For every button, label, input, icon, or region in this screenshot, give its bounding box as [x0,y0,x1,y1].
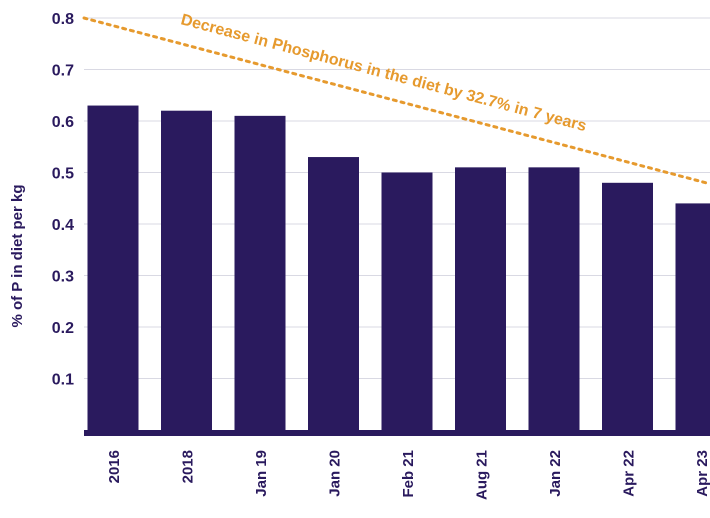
x-tick-label: Aug 21 [474,450,491,500]
bar [161,111,212,430]
bar [602,183,653,430]
x-tick-label: 2016 [106,450,123,483]
x-tick-label: Jan 22 [547,450,564,497]
bar [88,106,139,430]
y-tick-label: 0.3 [52,269,74,286]
x-axis-baseline [84,430,710,436]
x-tick-label: Apr 22 [621,450,638,497]
bar [455,167,506,430]
y-tick-label: 0.2 [52,320,74,337]
y-tick-label: 0.5 [52,166,74,183]
y-tick-label: 0.4 [52,217,74,234]
bars [88,106,710,430]
x-tick-label: Apr 23 [694,450,710,497]
bar [308,157,359,430]
y-axis-label: % of P in diet per kg [9,184,26,327]
x-tick-label: Feb 21 [400,450,417,498]
bar [529,167,580,430]
bar [382,173,433,431]
x-tick-label: 2018 [180,450,197,483]
x-tick-labels: 2016 2018 Jan 19 Jan 20 Feb 21 Aug 21 Jan 22 Ap… [106,450,710,500]
y-tick-label: 0.6 [52,114,74,131]
y-tick-label: 0.7 [52,63,74,80]
baseline [84,430,710,436]
bar [235,116,286,430]
x-tick-label: Jan 20 [327,450,344,497]
y-tick-label: 0.8 [52,11,74,28]
x-tick-label: Jan 19 [253,450,270,497]
y-tick-label: 0.1 [52,372,74,389]
y-tick-labels: 0.1 0.2 0.3 0.4 0.5 0.6 0.7 0.8 [52,11,74,389]
bar [676,203,710,430]
